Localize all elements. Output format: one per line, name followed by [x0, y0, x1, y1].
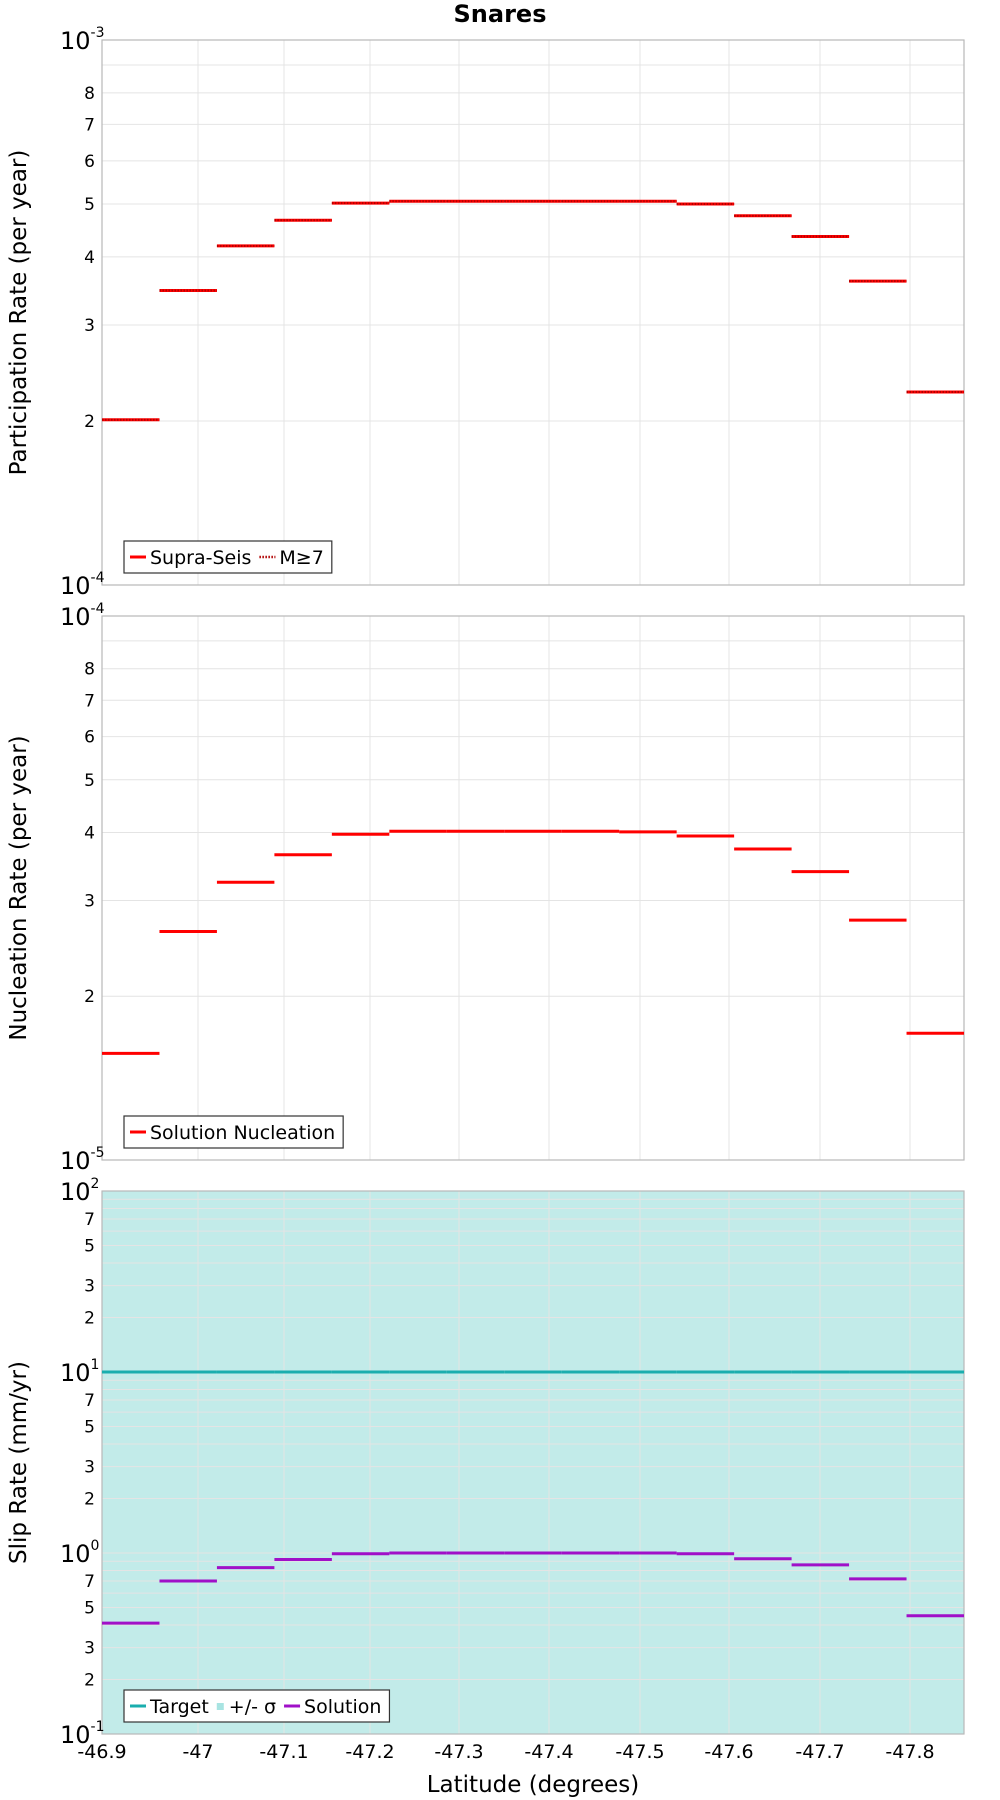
- y-tick-label: 10-3: [60, 25, 105, 55]
- y-tick-label: 4: [84, 823, 95, 843]
- series-solution-nucleation: [102, 829, 964, 1055]
- y-tick-label: 5: [84, 771, 95, 791]
- y-axis-label: Nucleation Rate (per year): [6, 735, 32, 1040]
- y-tick-label: 3: [84, 1458, 95, 1478]
- x-tick-label: -47.3: [434, 1741, 483, 1763]
- y-axis-label: Participation Rate (per year): [6, 150, 32, 476]
- legend: Solution Nucleation: [123, 1115, 344, 1149]
- y-tick-label: 8: [84, 660, 95, 680]
- x-tick-label: -47.7: [795, 1741, 844, 1763]
- y-tick-label: 2: [84, 987, 95, 1007]
- legend: Target +/- σ Solution: [123, 1689, 391, 1723]
- y-tick-label: 10-4: [60, 570, 105, 600]
- legend-entry: Target: [149, 1696, 209, 1718]
- panel-1: Participation Rate (per year) 10-4 10-3 2 3 4…: [6, 25, 965, 600]
- y-tick-label: 5: [84, 1236, 95, 1256]
- x-tick-label: -47.8: [885, 1741, 934, 1763]
- y-tick-label: 100: [60, 1538, 99, 1568]
- y-tick-label: 3: [84, 316, 95, 336]
- plot-frame: [101, 39, 965, 586]
- x-tick-label: -47: [182, 1741, 213, 1763]
- legend-box: [123, 1115, 344, 1149]
- panel-2: Nucleation Rate (per year) 10-5 10-4 2 3 4 5 6 7…: [6, 601, 965, 1175]
- y-tick-label: 101: [60, 1357, 99, 1387]
- series-solution: [102, 1551, 964, 1625]
- legend-entry: Supra-Seis: [150, 547, 251, 569]
- sigma-band: [102, 1191, 964, 1734]
- series-supra-seis: [102, 199, 964, 422]
- y-tick-label: 2: [84, 1490, 95, 1510]
- y-tick-label: 5: [84, 1598, 95, 1618]
- y-tick-label: 3: [84, 1639, 95, 1659]
- legend-box: [123, 540, 333, 574]
- y-tick-label: 10-1: [60, 1719, 105, 1749]
- y-tick-label: 2: [84, 1309, 95, 1329]
- y-tick-label: 10-5: [60, 1145, 105, 1175]
- y-axis-label: Slip Rate (mm/yr): [6, 1361, 32, 1564]
- y-tick-label: 7: [84, 691, 95, 711]
- y-tick-label: 3: [84, 891, 95, 911]
- chart-title: Snares: [454, 0, 547, 28]
- x-axis-label: Latitude (degrees): [427, 1772, 640, 1798]
- x-tick-label: -47.5: [615, 1741, 664, 1763]
- x-tick-label: -47.4: [524, 1741, 573, 1763]
- y-tick-label: 6: [84, 152, 95, 172]
- y-tick-label: 10-4: [60, 601, 105, 631]
- y-tick-label: 5: [84, 1417, 95, 1437]
- series-m-7: [102, 200, 964, 421]
- y-tick-label: 8: [84, 84, 95, 104]
- x-tick-label: -47.2: [345, 1741, 394, 1763]
- legend: Supra-Seis M≥7: [123, 540, 333, 574]
- y-tick-label: 7: [84, 1572, 95, 1592]
- y-tick-label: 5: [84, 195, 95, 215]
- plot-frame: [101, 615, 965, 1161]
- y-tick-label: 7: [84, 115, 95, 135]
- x-tick-label: -47.6: [704, 1741, 753, 1763]
- y-tick-label: 4: [84, 248, 95, 268]
- legend-entry: Solution Nucleation: [150, 1122, 335, 1144]
- legend-entry: M≥7: [279, 547, 323, 569]
- y-tick-label: 7: [84, 1391, 95, 1411]
- legend-box: [123, 1689, 391, 1723]
- plot-frame: [101, 1190, 965, 1735]
- x-tick-label: -46.9: [77, 1741, 126, 1763]
- legend-swatch: [216, 1703, 224, 1710]
- y-tick-label: 2: [84, 1671, 95, 1691]
- y-tick-label: 102: [60, 1176, 99, 1206]
- legend-entry: +/- σ: [229, 1696, 276, 1718]
- legend-entry: Solution: [304, 1696, 381, 1718]
- y-tick-label: 7: [84, 1210, 95, 1230]
- y-tick-label: 6: [84, 728, 95, 748]
- y-tick-label: 2: [84, 412, 95, 432]
- y-tick-label: 3: [84, 1277, 95, 1297]
- panel-3: Slip Rate (mm/yr) 10-1 100 101 102 2 3 5 7 2 3 5 7 2 3…: [6, 1176, 965, 1763]
- x-tick-label: -47.1: [259, 1741, 308, 1763]
